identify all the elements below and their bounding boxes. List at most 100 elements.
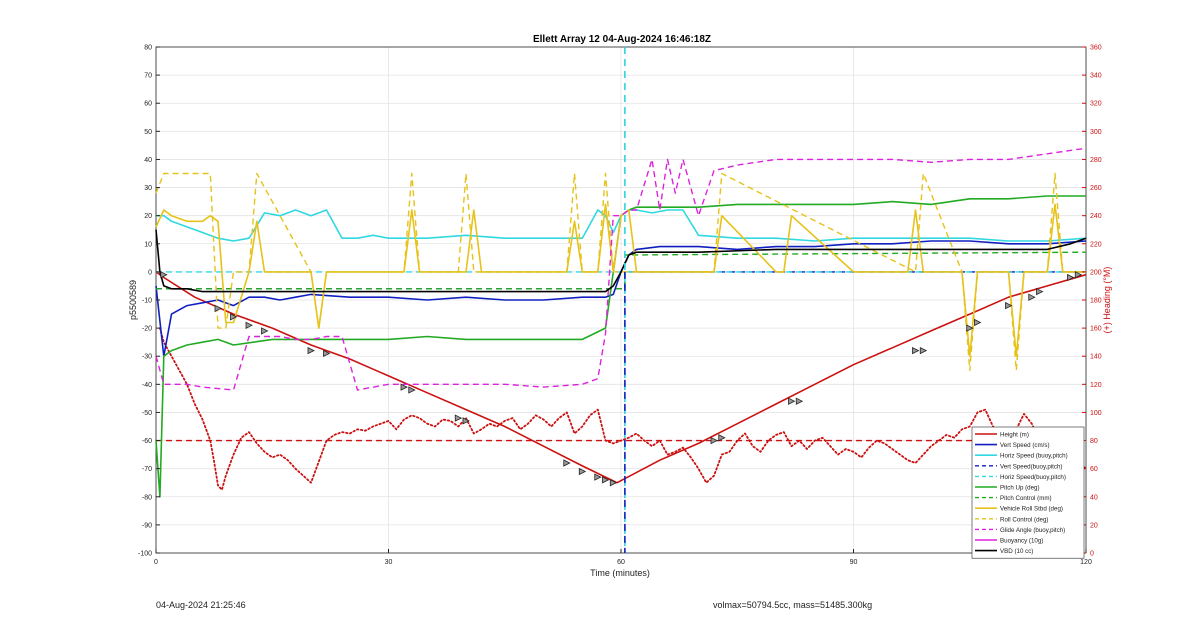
y2-tick-label: 60 [1090, 466, 1098, 473]
legend-label: Pitch Control (mm) [1000, 495, 1052, 502]
y-tick-label: -100 [138, 551, 152, 558]
y-tick-label: 40 [144, 157, 152, 164]
event-marker [230, 313, 238, 321]
legend-label: Vert Speed (cm/s) [1000, 442, 1050, 449]
y2-tick-label: 200 [1090, 269, 1102, 276]
event-marker [1074, 271, 1083, 279]
series-layer [155, 47, 1087, 553]
event-marker [261, 327, 269, 335]
legend-label: Vert Speed(buoy,pitch) [1000, 463, 1062, 470]
legend-label: Pitch Up (deg) [1000, 485, 1040, 492]
x-tick-label: 0 [154, 559, 158, 566]
y2-tick-label: 0 [1090, 551, 1094, 558]
y-tick-label: 80 [144, 45, 152, 52]
legend-label: VBD (10 cc) [1000, 548, 1033, 555]
event-marker [912, 346, 920, 355]
y-tick-label: 70 [144, 73, 152, 80]
event-marker [323, 349, 331, 358]
x-tick-label: 120 [1080, 559, 1092, 566]
y2-tick-label: 220 [1090, 241, 1102, 248]
y-axis-left: -100-90-80-70-60-50-40-30-20-10010203040… [138, 45, 160, 558]
y-tick-label: -90 [142, 522, 152, 529]
event-marker [454, 414, 463, 422]
legend-label: Roll Control (deg) [1000, 516, 1049, 523]
marker-layer [160, 271, 1083, 487]
series-line-4 [156, 209, 1087, 242]
y2-tick-label: 80 [1090, 438, 1098, 445]
y2-tick-label: 320 [1090, 101, 1102, 108]
y-tick-label: -20 [142, 326, 152, 333]
event-marker [594, 473, 602, 481]
y2-tick-label: 240 [1090, 213, 1102, 220]
event-marker [602, 476, 610, 484]
event-marker [710, 436, 718, 445]
series-line-7 [155, 195, 1086, 498]
y-axis-label: p5500589 [128, 280, 138, 320]
y-tick-label: 20 [144, 213, 152, 220]
y2-tick-label: 180 [1090, 298, 1102, 305]
event-marker [1067, 273, 1075, 282]
y-tick-label: -70 [142, 466, 152, 473]
event-marker [788, 397, 796, 405]
event-marker [795, 397, 804, 405]
event-marker [718, 434, 726, 442]
y2-tick-label: 160 [1090, 326, 1102, 333]
y-tick-label: 0 [148, 269, 152, 276]
x-axis: 0 30 60 90 120 [154, 549, 1092, 566]
event-marker [160, 271, 168, 279]
legend-label: Horiz Speed(buoy,pitch) [1000, 474, 1066, 481]
y2-tick-label: 360 [1090, 45, 1102, 52]
event-marker [1028, 293, 1036, 301]
y-tick-label: -50 [142, 410, 152, 417]
x-tick-label: 30 [385, 559, 393, 566]
series-line-0 [155, 271, 1087, 484]
series-line-11 [155, 147, 1087, 391]
event-marker [1036, 287, 1044, 296]
event-marker [214, 304, 222, 313]
event-marker [408, 386, 416, 394]
y2-tick-label: 140 [1090, 354, 1102, 361]
event-marker [1005, 301, 1013, 310]
y-tick-label: -10 [142, 298, 152, 305]
y2-tick-label: 340 [1090, 73, 1102, 80]
legend-label: Vehicle Roll Stbd (deg) [1000, 506, 1063, 513]
grid [155, 46, 1087, 554]
event-marker [609, 479, 618, 487]
event-marker [919, 346, 928, 355]
event-marker [974, 318, 982, 327]
y-tick-label: 60 [144, 101, 152, 108]
y-tick-label: -60 [142, 438, 152, 445]
y2-axis-label: (+) Heading (°M) [1102, 267, 1112, 334]
series-line-13 [155, 229, 1087, 293]
series-line-1 [158, 327, 1087, 491]
legend-label: Glide Angle (buoy,pitch) [1000, 527, 1065, 534]
y2-tick-label: 40 [1090, 494, 1098, 501]
y2-tick-label: 260 [1090, 185, 1102, 192]
legend-label: Horiz Speed (buoy,pitch) [1000, 453, 1068, 460]
x-tick-label: 60 [617, 559, 625, 566]
y2-tick-label: 20 [1090, 522, 1098, 529]
chart-title: Ellett Array 12 04-Aug-2024 16:46:18Z [533, 34, 711, 45]
event-marker [578, 467, 587, 476]
footer-timestamp: 04-Aug-2024 21:25:46 [156, 600, 246, 610]
event-marker [966, 324, 974, 332]
legend-label: Height (m) [1000, 432, 1029, 439]
y-tick-label: -30 [142, 354, 152, 361]
x-axis-label: Time (minutes) [590, 568, 650, 578]
legend-label: Buoyancy (10g) [1000, 538, 1043, 545]
y-tick-label: 10 [144, 241, 152, 248]
y2-tick-label: 120 [1090, 382, 1102, 389]
y-tick-label: 50 [144, 129, 152, 136]
y2-tick-label: 280 [1090, 157, 1102, 164]
y-axis-right: 0 20 40 60 80 100 120 140 160 180 200 220 240 260 280 3… [1082, 45, 1102, 558]
footer-vehicle-info: volmax=50794.5cc, mass=51485.300kg [713, 600, 873, 610]
event-marker [563, 459, 571, 467]
event-marker [462, 417, 470, 425]
event-marker [245, 321, 253, 329]
legend: Height (m) Vert Speed (cm/s) Horiz Speed (… [971, 426, 1085, 559]
y2-tick-label: 300 [1090, 129, 1102, 136]
x-tick-label: 90 [850, 559, 858, 566]
y-tick-label: -40 [142, 382, 152, 389]
event-marker [400, 383, 408, 391]
